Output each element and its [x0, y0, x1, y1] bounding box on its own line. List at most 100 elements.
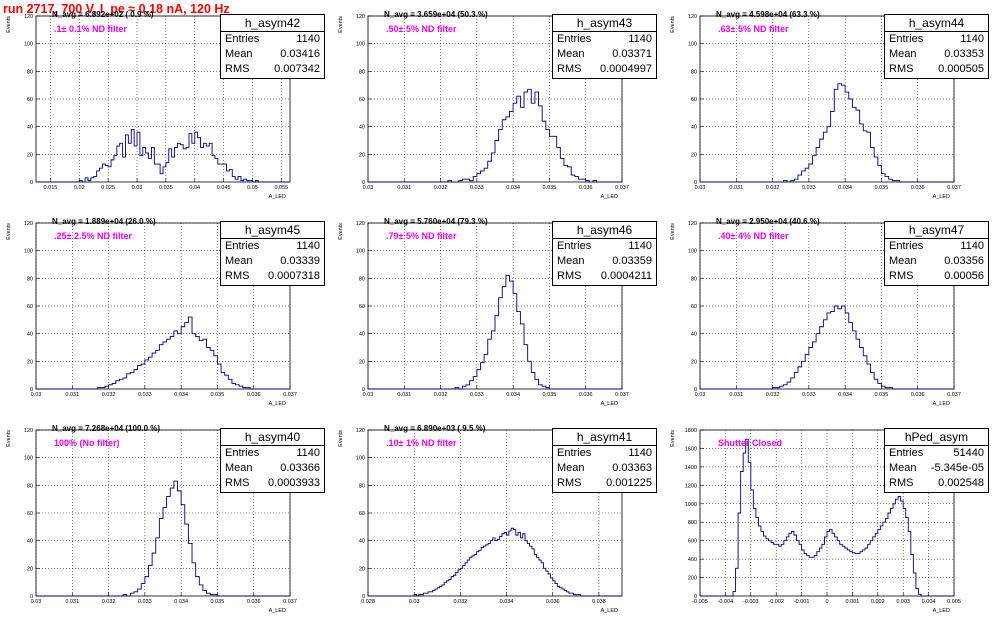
y-tick-label: 40 — [27, 125, 33, 131]
filter-label: .25± 2.5% ND filter — [54, 231, 132, 241]
y-axis-label: Events — [338, 223, 344, 240]
stats-row-entries: Entries 1140 — [885, 239, 988, 254]
stats-box: h_asym43 Entries 1140 Mean 0.03371 RMS 0.00049… — [552, 14, 657, 79]
y-tick-label: 40 — [27, 332, 33, 338]
y-tick-label: 600 — [688, 539, 697, 545]
y-tick-label: 0 — [362, 180, 365, 186]
stats-row-entries: Entries 1140 — [221, 239, 324, 254]
x-tick-label: 0.031 — [729, 392, 743, 398]
y-tick-label: 120 — [688, 14, 697, 20]
stats-value: 0.03356 — [944, 255, 984, 267]
y-tick-label: 80 — [359, 483, 365, 489]
stats-value: 0.002548 — [938, 477, 984, 489]
stats-key: Mean — [557, 48, 585, 60]
navg-text: N_avg = 6.892e+02 ( 0.9 %) — [52, 10, 154, 19]
x-tick-label: 0.035 — [211, 599, 225, 605]
stats-row-mean: Mean -5.345e-05 — [885, 461, 988, 476]
stats-row-mean: Mean 0.03353 — [885, 47, 988, 62]
x-tick-label: 0 — [825, 599, 828, 605]
x-tick-label: 0.037 — [283, 599, 297, 605]
navg-text: N_avg = 4.598e+04 (63.3 %) — [716, 10, 820, 19]
stats-value: 51440 — [953, 447, 984, 459]
stats-key: Mean — [225, 462, 253, 474]
y-tick-label: 1600 — [685, 446, 697, 452]
stats-box: h_asym42 Entries 1140 Mean 0.03416 RMS 0.00734… — [220, 14, 325, 79]
run-title: run 2717, 700 V, I_pe ≈ 0.18 nA, 120 Hz — [3, 2, 230, 16]
y-tick-label: 60 — [691, 304, 697, 310]
histogram-panel-h_asym42: 0.015 0.02 0.025 0.03 0.035 0.04 0.045 0.05 0.05… — [0, 0, 332, 207]
stats-row-mean: Mean 0.03359 — [553, 254, 656, 269]
stats-row-rms: RMS 0.001225 — [553, 476, 656, 491]
y-axis-label: Events — [338, 430, 344, 447]
x-tick-label: -0.004 — [718, 599, 734, 605]
stats-value: 1140 — [628, 240, 652, 252]
x-tick-label: 0.036 — [247, 599, 261, 605]
x-tick-label: 0.034 — [500, 599, 514, 605]
x-tick-label: 0.033 — [802, 392, 816, 398]
histogram-panel-h_asym46: 0.03 0.031 0.032 0.033 0.034 0.035 0.036 0.037 0… — [332, 207, 664, 414]
filter-label: .40± 4% ND filter — [718, 231, 789, 241]
x-tick-label: 0.032 — [766, 392, 780, 398]
x-tick-label: 0.035 — [875, 392, 889, 398]
stats-row-entries: Entries 1140 — [553, 32, 656, 47]
y-tick-label: 0 — [362, 387, 365, 393]
y-axis-label: Events — [670, 223, 676, 240]
stats-row-entries: Entries 51440 — [885, 446, 988, 461]
stats-box: h_asym47 Entries 1140 Mean 0.03356 RMS 0.00056 — [884, 221, 989, 286]
x-tick-label: 0.025 — [101, 185, 115, 191]
stats-value: 1140 — [628, 447, 652, 459]
x-tick-label: 0.037 — [947, 392, 961, 398]
stats-value: 0.0004997 — [600, 63, 652, 75]
histogram-name: hPed_asym — [885, 429, 988, 446]
y-tick-label: 120 — [24, 428, 33, 434]
stats-row-rms: RMS 0.000505 — [885, 62, 988, 77]
y-tick-label: 800 — [688, 520, 697, 526]
x-tick-label: 0.032 — [102, 392, 116, 398]
y-tick-label: 80 — [691, 276, 697, 282]
y-tick-label: 100 — [688, 42, 697, 48]
x-tick-label: 0.034 — [174, 392, 188, 398]
histogram-name: h_asym45 — [221, 222, 324, 239]
stats-row-rms: RMS 0.0003933 — [221, 476, 324, 491]
x-tick-label: 0.001 — [846, 599, 860, 605]
stats-key: RMS — [889, 477, 914, 489]
stats-key: Mean — [557, 462, 585, 474]
histogram-name: h_asym41 — [553, 429, 656, 446]
x-tick-label: 0.04 — [189, 185, 200, 191]
x-tick-label: 0.031 — [397, 392, 411, 398]
stats-row-mean: Mean 0.03356 — [885, 254, 988, 269]
x-tick-label: 0.037 — [947, 185, 961, 191]
navg-text: N_avg = 5.760e+04 (79.3 %) — [384, 217, 488, 226]
x-tick-label: 0.03 — [695, 185, 706, 191]
x-tick-label: 0.03 — [31, 599, 42, 605]
navg-text: N_avg = 1.889e+04 (26.0 %) — [52, 217, 156, 226]
x-tick-label: 0.05 — [247, 185, 258, 191]
y-tick-label: 0 — [30, 594, 33, 600]
x-tick-label: 0.015 — [44, 185, 58, 191]
stats-value: 0.03339 — [280, 255, 320, 267]
histogram-panel-h_asym40: 0.03 0.031 0.032 0.033 0.034 0.035 0.036 0.037 0… — [0, 414, 332, 621]
stats-key: RMS — [889, 63, 914, 75]
y-tick-label: 120 — [356, 14, 365, 20]
y-tick-label: 60 — [359, 97, 365, 103]
x-axis-label: A_LED — [933, 608, 950, 614]
stats-key: Entries — [557, 33, 592, 45]
y-tick-label: 0 — [694, 180, 697, 186]
y-tick-label: 0 — [30, 180, 33, 186]
x-tick-label: 0.038 — [592, 599, 606, 605]
y-tick-label: 40 — [27, 539, 33, 545]
y-tick-label: 80 — [691, 69, 697, 75]
x-axis-label: A_LED — [269, 401, 286, 407]
x-tick-label: 0.035 — [211, 392, 225, 398]
y-tick-label: 120 — [24, 14, 33, 20]
y-tick-label: 20 — [691, 359, 697, 365]
y-tick-label: 60 — [691, 97, 697, 103]
y-axis-label: Events — [670, 430, 676, 447]
x-tick-label: 0.032 — [453, 599, 467, 605]
y-tick-label: 60 — [359, 304, 365, 310]
x-tick-label: 0.002 — [871, 599, 885, 605]
stats-key: Mean — [889, 462, 917, 474]
y-tick-label: 80 — [27, 276, 33, 282]
x-tick-label: 0.031 — [729, 185, 743, 191]
y-tick-label: 1400 — [685, 465, 697, 471]
